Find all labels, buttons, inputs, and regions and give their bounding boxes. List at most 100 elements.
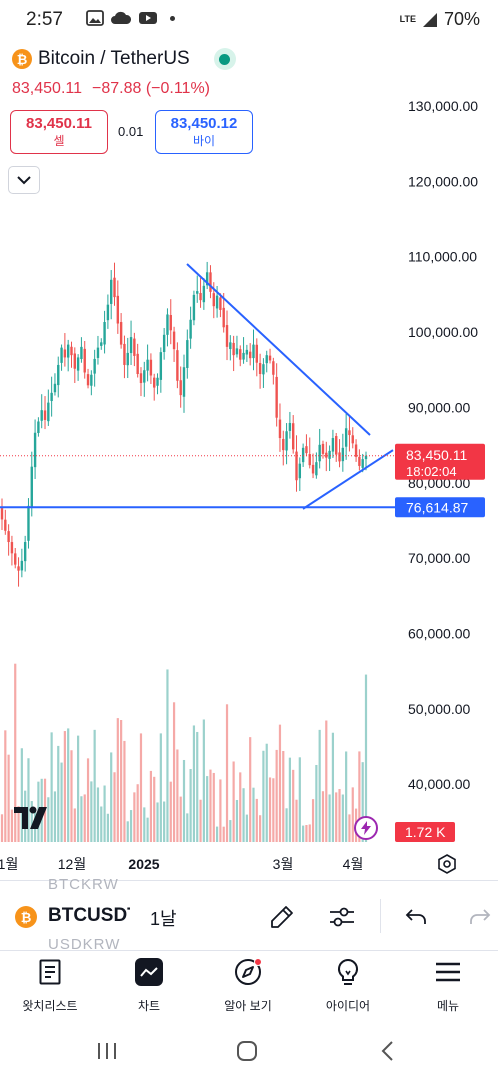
price-chart[interactable]: 130,000.00 120,000.00 110,000.00 100,000.00… [0,40,498,880]
volume-bar [4,730,7,842]
volume-bar [255,798,258,842]
volume-bar [242,788,245,842]
volume-bar [110,752,113,842]
candle [235,348,239,355]
volume-bar [27,758,30,842]
volume-bar [278,724,282,842]
symbol-title: Bitcoin / TetherUS [38,48,190,69]
candle [242,352,245,360]
volume-bar [282,751,285,842]
redo-button[interactable] [466,903,494,931]
candle [364,455,368,460]
x-tick-label: 12월 [58,856,86,872]
volume-bar [249,737,252,842]
volume-bar [86,758,90,842]
bottom-navigation: 왓치리스트 차트 알아 보기 아이디어 메뉴 [0,950,498,1022]
market-open-icon[interactable] [213,48,236,70]
volume-bar [318,729,321,842]
candle [262,364,265,375]
volume-bar [129,810,133,842]
volume-bar [199,799,202,842]
volume-bar [96,787,100,842]
candle [209,272,212,292]
volume-bar [288,757,291,842]
candle [321,443,325,454]
volume-bar [345,751,348,842]
candle [232,342,235,356]
volume-bar [328,794,331,842]
y-tick-label: 70,000.00 [408,550,470,566]
notification-dot-icon [254,958,262,966]
nav-chart[interactable]: 차트 [99,957,199,1014]
indicators-button[interactable] [328,903,356,931]
volume-bar [10,809,14,842]
volume-bar [182,759,186,842]
nav-ideas[interactable]: 아이디어 [298,957,398,1014]
interval-selector[interactable]: 1날 [150,909,177,929]
candle [348,430,351,436]
sell-price: 83,450.11 [26,115,92,132]
volume-bar [262,750,265,842]
nav-menu-label: 메뉴 [436,999,460,1013]
drawing-tools-button[interactable] [268,903,296,931]
candle [358,456,361,466]
chart-toolbar: BTCKRW ₿ BTCUSDT 1날 USDKRW [0,876,498,953]
volume-bar [292,769,295,842]
candle [272,361,275,375]
candle [66,344,70,358]
candle [129,337,133,354]
candle [239,349,242,360]
hexagon-settings-icon [438,854,456,874]
candle [186,340,189,368]
battery-text: 70% [443,9,480,29]
volume-bar [351,787,354,842]
volume-bar [225,704,229,842]
chart-area[interactable]: 130,000.00 120,000.00 110,000.00 100,000.00… [0,40,498,880]
buy-button[interactable]: 83,450.12 바이 [155,110,253,154]
volume-bar [364,674,368,842]
candle [146,359,149,371]
symbol-header[interactable]: ₿ Bitcoin / TetherUS [12,48,236,70]
tradingview-logo-icon[interactable] [14,805,54,838]
volume-bar [14,663,17,842]
sell-button[interactable]: 83,450.11 셀 [10,110,108,154]
lightning-icon [361,821,371,835]
candle [0,508,4,520]
buy-label: 바이 [192,134,216,148]
candle [100,342,103,346]
recent-apps-button[interactable] [92,1036,122,1066]
candle [96,347,100,358]
chart-settings-button[interactable] [436,853,458,875]
volume-bar [235,800,239,842]
lightning-button[interactable] [354,816,378,840]
back-button[interactable] [372,1036,402,1066]
nav-watchlist[interactable]: 왓치리스트 [0,957,100,1014]
y-tick-label: 120,000.00 [408,173,478,189]
candle [60,347,63,363]
volume-bar [156,802,159,842]
collapse-legend-button[interactable] [8,166,40,194]
nav-explore-label: 알아 보기 [224,999,272,1013]
volume-label: 1.72 K [405,824,446,840]
nav-menu[interactable]: 메뉴 [398,957,498,1014]
symbol-selector[interactable]: BTCUSDT [48,905,130,926]
y-tick-label: 40,000.00 [408,776,470,792]
candle [196,291,199,294]
undo-button[interactable] [402,903,430,931]
candle [331,438,335,452]
youtube-icon [139,12,157,24]
volume-bar [106,813,109,842]
volume-bar [116,718,119,842]
price-change: −87.88 (−0.11%) [92,80,211,97]
volume-bar [335,792,338,842]
candle [344,428,348,447]
nav-explore[interactable]: 알아 보기 [198,957,298,1014]
status-right: LTE 70% [400,9,480,30]
candle [93,358,96,374]
candle [90,374,93,386]
home-button[interactable] [232,1036,262,1066]
candle [126,352,129,366]
candle [351,435,354,444]
candle [17,566,20,571]
volume-bar [341,794,344,842]
